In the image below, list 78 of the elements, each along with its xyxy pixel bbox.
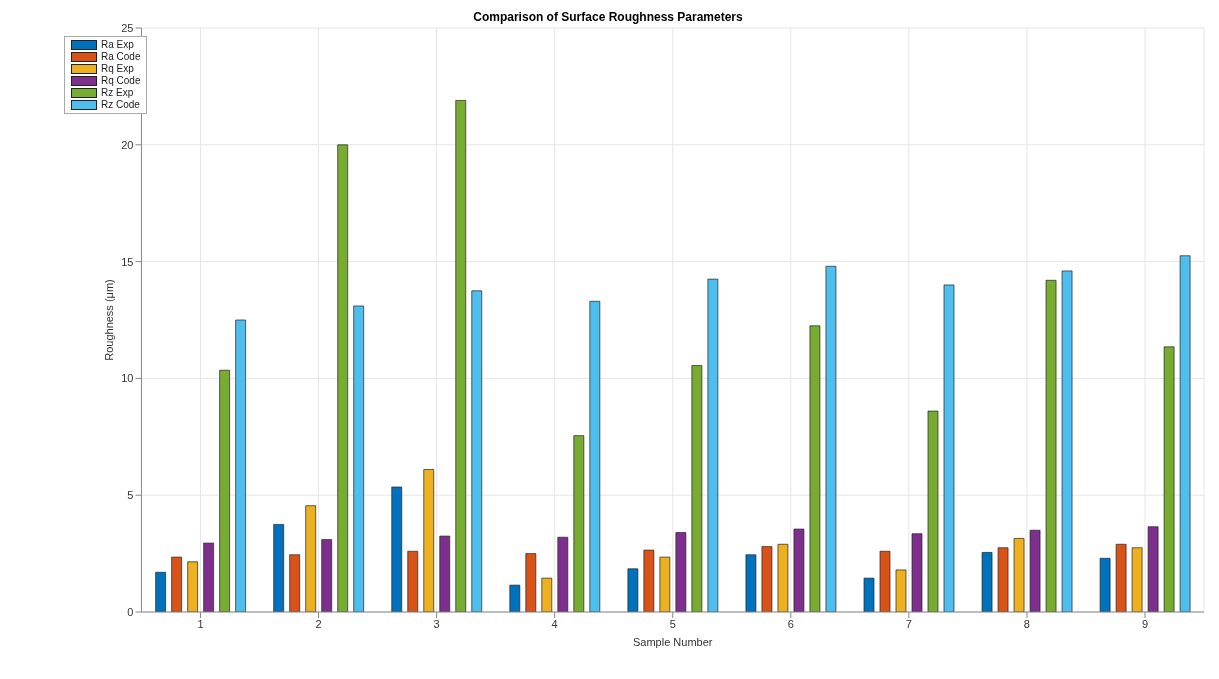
bar xyxy=(541,577,553,612)
y-tick-label: 0 xyxy=(127,605,134,618)
legend-label: Rq Code xyxy=(101,75,141,87)
legend-label: Ra Exp xyxy=(101,39,134,51)
bar xyxy=(761,546,773,612)
x-tick-label: 2 xyxy=(315,617,322,630)
bar xyxy=(895,569,907,612)
bar xyxy=(407,550,419,612)
bar xyxy=(777,543,789,612)
bar xyxy=(289,554,301,612)
bar xyxy=(509,584,521,612)
bar xyxy=(1029,529,1041,612)
bar xyxy=(659,556,671,612)
bar xyxy=(203,542,214,612)
bar xyxy=(353,305,365,612)
bar xyxy=(391,486,403,612)
bar xyxy=(557,536,569,612)
bar xyxy=(1179,255,1191,612)
bar xyxy=(235,319,246,612)
bar xyxy=(573,435,585,612)
legend-label: Rz Code xyxy=(101,99,140,111)
bar xyxy=(927,410,939,612)
bar xyxy=(879,550,891,612)
bar xyxy=(455,100,467,612)
bar xyxy=(187,561,198,612)
bar xyxy=(911,533,923,612)
bar xyxy=(825,265,837,612)
bar xyxy=(423,469,435,612)
bar xyxy=(1045,279,1057,612)
legend-label: Rq Exp xyxy=(101,63,134,75)
x-tick-label: 9 xyxy=(1141,617,1149,630)
bar xyxy=(997,547,1009,612)
x-tick-label: 7 xyxy=(905,617,912,630)
bar xyxy=(471,290,483,612)
bar xyxy=(439,535,451,612)
bar xyxy=(525,553,537,612)
bar xyxy=(1115,543,1127,612)
x-tick-label: 5 xyxy=(669,617,676,630)
bar xyxy=(943,284,955,612)
x-tick-label: 1 xyxy=(197,617,204,630)
chart-title: Comparison of Surface Roughness Parameters xyxy=(473,10,743,24)
y-tick-label: 10 xyxy=(121,372,134,385)
bar xyxy=(273,524,285,612)
bar xyxy=(155,571,166,612)
bar xyxy=(793,528,805,612)
bar xyxy=(691,365,703,612)
y-tick-label: 5 xyxy=(127,489,134,502)
bar xyxy=(219,369,230,612)
x-axis-title: Sample Number xyxy=(632,636,713,648)
x-tick-label: 3 xyxy=(433,617,440,630)
bar xyxy=(863,577,875,612)
x-tick-label: 8 xyxy=(1023,617,1030,630)
bar xyxy=(1131,547,1143,612)
bar xyxy=(981,552,993,612)
x-tick-label: 6 xyxy=(787,617,794,630)
bar xyxy=(809,325,821,612)
bar xyxy=(1061,270,1073,612)
bar xyxy=(1099,557,1111,612)
bar xyxy=(1013,538,1025,612)
bar xyxy=(627,568,639,612)
y-tick-label: 20 xyxy=(121,138,134,151)
bar xyxy=(707,278,719,612)
bar xyxy=(321,539,333,612)
bar xyxy=(1163,346,1175,612)
x-tick-label: 4 xyxy=(551,617,558,630)
bar xyxy=(171,556,182,612)
bar xyxy=(589,300,601,612)
y-tick-label: 15 xyxy=(121,255,134,268)
bar xyxy=(305,505,317,612)
bar xyxy=(745,554,757,612)
bar xyxy=(675,532,687,612)
bar xyxy=(643,549,655,612)
bar xyxy=(1147,526,1159,612)
y-tick-label: 25 xyxy=(121,21,134,34)
legend-label: Rz Exp xyxy=(101,87,134,99)
y-axis-title: Roughness (μm) xyxy=(103,279,116,361)
bar xyxy=(337,144,349,612)
legend-label: Ra Code xyxy=(101,51,141,63)
